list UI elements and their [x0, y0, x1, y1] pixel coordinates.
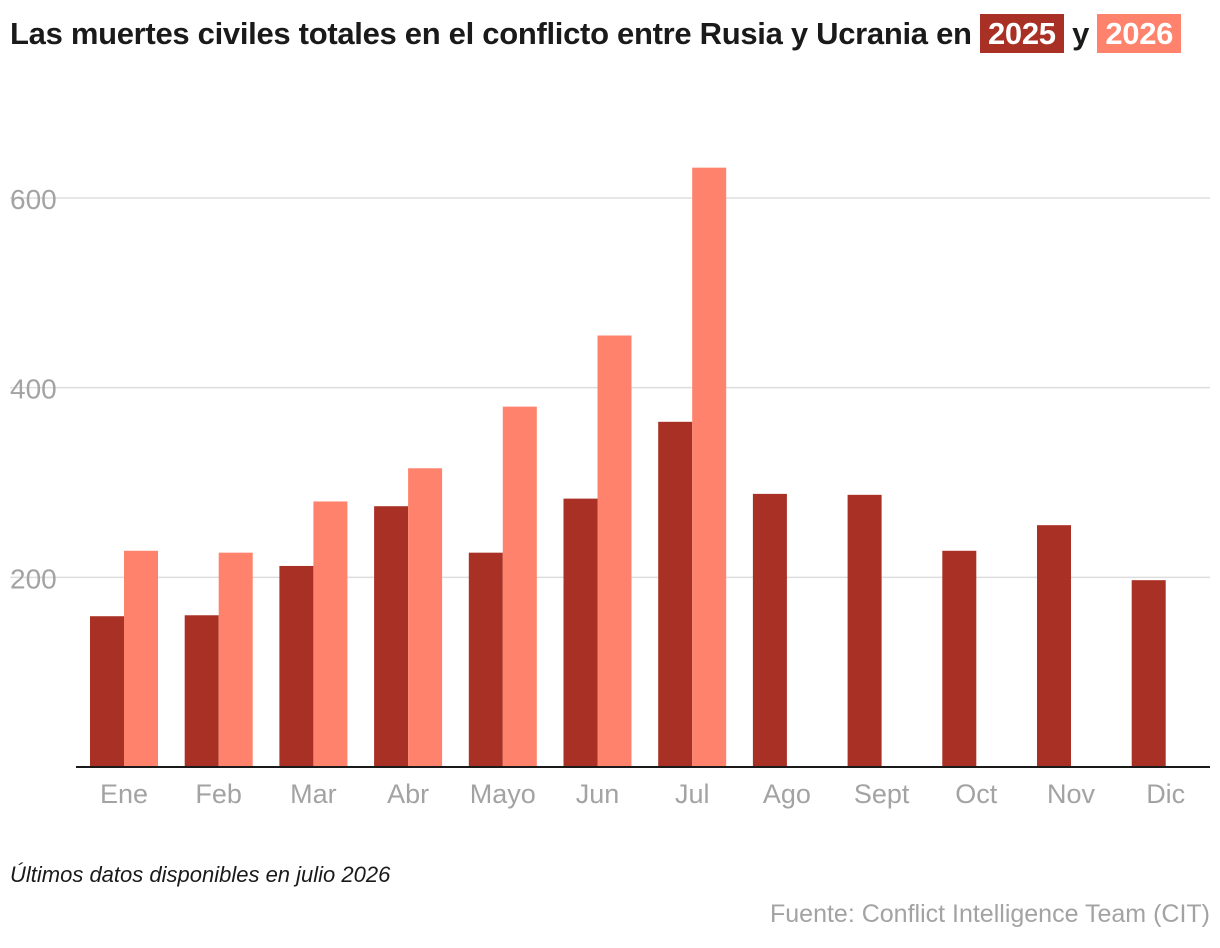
- chart-title: Las muertes civiles totales en el confli…: [10, 8, 1210, 60]
- x-tick-label: Dic: [1146, 779, 1185, 809]
- y-tick-label: 600: [10, 184, 57, 215]
- y-tick-label: 400: [10, 374, 57, 405]
- bar-2025-Abr: [374, 506, 409, 767]
- x-tick-label: Feb: [195, 779, 242, 809]
- footnote: Últimos datos disponibles en julio 2026: [10, 862, 391, 887]
- title-text: Las muertes civiles totales en el confli…: [10, 16, 972, 51]
- bars: [90, 167, 1166, 768]
- x-tick-label: Jul: [675, 779, 710, 809]
- legend-2026-badge: 2026: [1097, 14, 1182, 53]
- bar-2025-Dic: [1131, 580, 1166, 767]
- x-tick-label: Mayo: [470, 779, 536, 809]
- bar-2026-Mar: [313, 501, 348, 767]
- bar-chart: 200 400 600 Ene Feb Mar Abr Mayo Jun Jul Ago Sept O…: [10, 167, 1210, 809]
- bar-2026-Mayo: [502, 406, 537, 767]
- bar-2026-Jul: [692, 167, 727, 768]
- x-tick-label: Jun: [576, 779, 620, 809]
- bar-2025-Feb: [184, 615, 219, 767]
- bar-2025-Nov: [1037, 525, 1071, 767]
- bar-2025-Mar: [279, 565, 314, 767]
- bar-2025-Jul: [658, 421, 693, 767]
- x-tick-label: Sept: [854, 779, 910, 809]
- y-tick-label: 200: [10, 563, 57, 594]
- source-credit: Fuente: Conflict Intelligence Team (CIT): [769, 900, 1210, 928]
- x-tick-label: Ene: [100, 779, 148, 809]
- bar-2026-Ene: [124, 550, 158, 767]
- bar-2026-Jun: [597, 335, 632, 767]
- x-tick-label: Ago: [763, 779, 811, 809]
- legend-2025-badge: 2025: [979, 14, 1064, 53]
- x-tick-label: Abr: [387, 779, 429, 809]
- bar-2025-Oct: [942, 550, 977, 767]
- bar-2025-Ene: [90, 616, 124, 767]
- title-joiner: y: [1072, 16, 1090, 51]
- bar-2025-Jun: [563, 498, 598, 767]
- bar-2025-Mayo: [468, 552, 503, 767]
- bar-2025-Ago: [752, 493, 787, 767]
- bar-2026-Abr: [408, 468, 443, 767]
- bar-2025-Sept: [847, 494, 882, 767]
- x-tick-label: Oct: [955, 779, 998, 809]
- x-axis-ticks: Ene Feb Mar Abr Mayo Jun Jul Ago Sept Oct Nov Dic: [100, 779, 1185, 809]
- x-tick-label: Nov: [1047, 779, 1096, 809]
- bar-2026-Feb: [218, 552, 253, 767]
- x-tick-label: Mar: [290, 779, 337, 809]
- y-axis-ticks: 200 400 600: [10, 184, 57, 594]
